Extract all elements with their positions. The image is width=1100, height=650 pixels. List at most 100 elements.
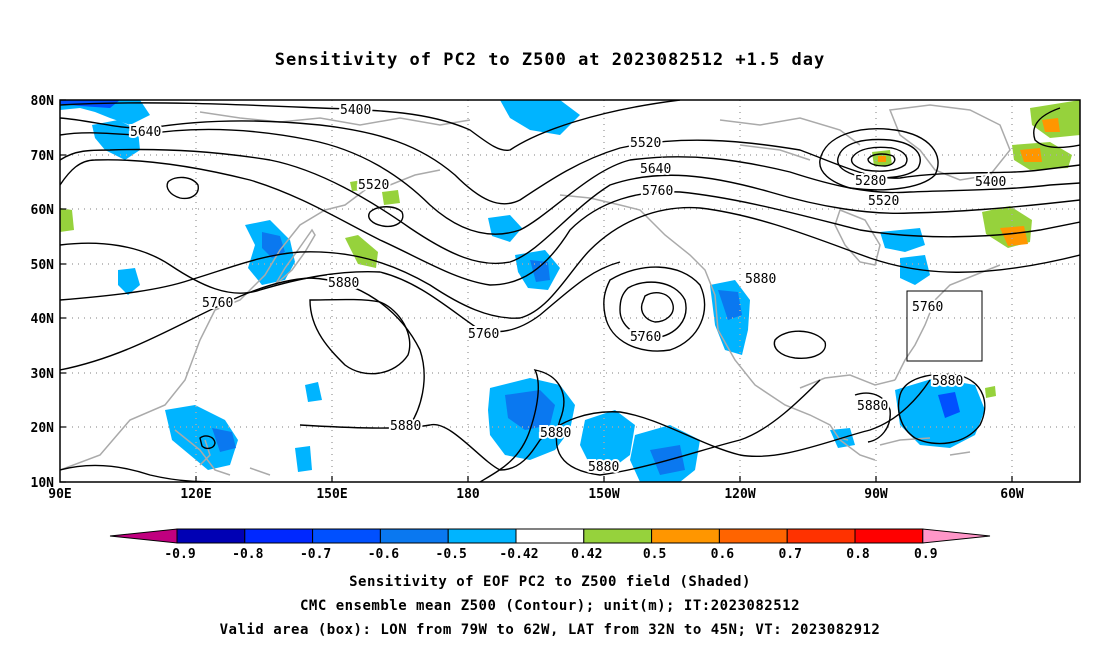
coastline-arctic-asia bbox=[199, 111, 471, 126]
contour-labels: 5400 5640 5520 5520 5640 5760 5280 5400 … bbox=[128, 101, 1008, 477]
lat-label: 50N bbox=[31, 258, 55, 273]
colorbar-box bbox=[244, 528, 314, 544]
colorbar-box bbox=[447, 528, 517, 544]
contour-line bbox=[867, 153, 896, 167]
lon-label: 90E bbox=[48, 487, 71, 502]
colorbar-label: 0.7 bbox=[778, 547, 801, 562]
colorbar-label: -0.5 bbox=[436, 547, 467, 562]
neg-patch bbox=[500, 100, 580, 135]
colorbar-box bbox=[786, 528, 856, 544]
contour-line bbox=[60, 159, 1080, 286]
contour-line bbox=[479, 369, 821, 482]
contour-label: 5880 bbox=[328, 276, 359, 291]
contour-label: 5880 bbox=[745, 272, 776, 287]
lon-label: 150W bbox=[588, 487, 619, 502]
lat-label: 80N bbox=[31, 94, 55, 109]
lon-label: 90W bbox=[864, 487, 888, 502]
contour-line bbox=[1033, 107, 1080, 149]
contour-line bbox=[368, 206, 404, 228]
neg-patch bbox=[488, 215, 522, 242]
colorbar-label: 0.42 bbox=[571, 547, 602, 562]
pos-patch bbox=[60, 208, 74, 232]
coastline-japan bbox=[274, 228, 316, 286]
coastline-asia bbox=[60, 169, 441, 471]
colorbar-box bbox=[651, 528, 720, 544]
contour-line bbox=[619, 281, 687, 339]
pos-patch bbox=[350, 180, 364, 191]
colorbar-box bbox=[312, 528, 381, 544]
neg-patch bbox=[212, 428, 236, 452]
neg-patch bbox=[900, 255, 930, 285]
colorbar-label: 0.8 bbox=[846, 547, 870, 562]
neg-patch bbox=[880, 228, 925, 252]
colorbar-right-arrow bbox=[922, 528, 991, 544]
colorbar-box bbox=[718, 528, 788, 544]
neg-patch bbox=[580, 410, 635, 470]
contour-line bbox=[60, 100, 681, 152]
contour-label: 5520 bbox=[868, 194, 899, 209]
caption-line-3: Valid area (box): LON from 79W to 62W, L… bbox=[219, 622, 881, 638]
lon-label: 180 bbox=[456, 487, 480, 502]
contour-line bbox=[60, 128, 1080, 235]
pos-patch bbox=[1012, 142, 1072, 170]
contour-line bbox=[837, 138, 921, 179]
contour-line bbox=[850, 146, 908, 172]
colorbar-label: -0.9 bbox=[164, 547, 195, 562]
grid-lines bbox=[60, 100, 1080, 482]
contour-line bbox=[603, 266, 706, 352]
contour-label: 5880 bbox=[932, 374, 963, 389]
contour-label: 5640 bbox=[640, 162, 671, 177]
colorbar-label: 0.5 bbox=[643, 547, 666, 562]
contour-label: 5880 bbox=[390, 419, 421, 434]
pos-patch bbox=[345, 235, 378, 268]
caption-line-2: CMC ensemble mean Z500 (Contour); unit(m… bbox=[299, 598, 800, 614]
contour-label: 5400 bbox=[975, 175, 1006, 190]
contour-line bbox=[60, 148, 1080, 265]
colorbar-label: -0.8 bbox=[232, 547, 263, 562]
pos-patch bbox=[878, 156, 886, 162]
coastline-gulf bbox=[799, 374, 896, 389]
neg-patch bbox=[118, 268, 140, 295]
colorbar-box bbox=[515, 528, 585, 544]
z500-contours bbox=[60, 100, 1080, 482]
contour-label: 5520 bbox=[630, 136, 661, 151]
colorbar-box bbox=[379, 528, 449, 544]
contour-label: 5280 bbox=[855, 174, 886, 189]
contour-label: 5640 bbox=[130, 125, 161, 140]
colorbar-box bbox=[583, 528, 653, 544]
lat-label: 10N bbox=[31, 476, 55, 491]
coastline-north-america bbox=[559, 194, 876, 461]
contour-line bbox=[60, 242, 621, 333]
colorbar: -0.9 -0.8 -0.7 -0.6 -0.5 -0.42 0.42 0.5 0.6 0.7 0.… bbox=[109, 528, 991, 562]
contour-label: 5760 bbox=[642, 184, 673, 199]
colorbar-label: 0.6 bbox=[711, 547, 735, 562]
neg-patch bbox=[718, 290, 742, 320]
neg-patch bbox=[938, 392, 960, 418]
contour-label: 5760 bbox=[468, 327, 499, 342]
contour-label: 5760 bbox=[912, 300, 943, 315]
contour-label: 5880 bbox=[540, 426, 571, 441]
neg-patch bbox=[295, 446, 312, 472]
sensitivity-shading bbox=[60, 100, 1080, 482]
contour-line bbox=[60, 117, 1080, 205]
valid-area-box bbox=[906, 290, 983, 362]
neg-patch bbox=[305, 382, 322, 402]
contour-label: 5760 bbox=[202, 296, 233, 311]
tick-marks bbox=[60, 99, 1013, 483]
coastline-hudson bbox=[834, 209, 881, 266]
lon-label: 120W bbox=[724, 487, 755, 502]
contour-line bbox=[60, 464, 231, 482]
contour-line bbox=[166, 176, 199, 200]
colorbar-box bbox=[176, 528, 246, 544]
contour-line bbox=[60, 277, 931, 471]
lon-label: 120E bbox=[180, 487, 211, 502]
contour-label: 5880 bbox=[588, 460, 619, 475]
colorbar-label: 0.9 bbox=[914, 547, 937, 562]
contour-line bbox=[897, 373, 986, 445]
contour-line bbox=[819, 128, 939, 191]
longitude-axis: 90E 120E 150E 180 150W 120W 90W 60W bbox=[48, 487, 1024, 502]
neg-patch bbox=[530, 260, 550, 282]
pos-patch bbox=[985, 386, 996, 398]
contour-line bbox=[199, 435, 216, 450]
